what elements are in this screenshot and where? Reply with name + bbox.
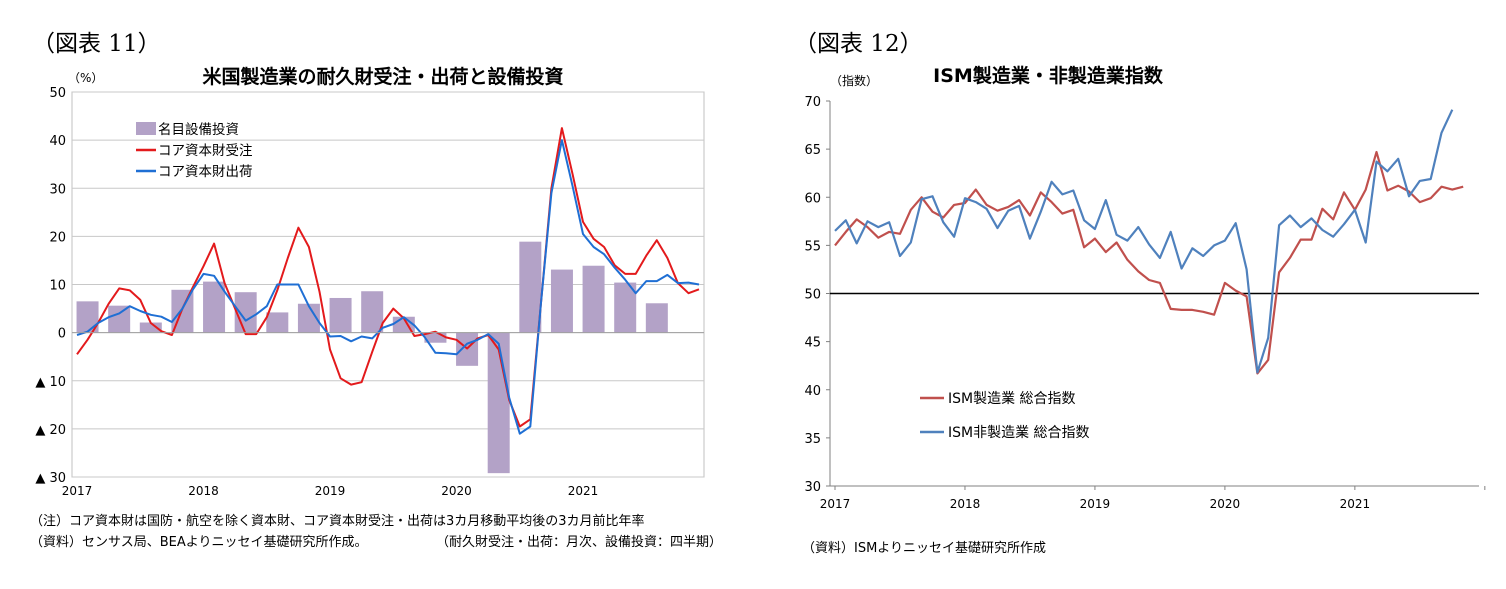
figure-12-panel: （図表 12） 70 65 60 55 50 45 40 35 30 2017 2018 2019 2… (780, 0, 1506, 589)
x-tick-label: 2021 (568, 484, 599, 498)
x-tick-label: 2017 (820, 497, 851, 511)
note-definition: （注）コア資本財は国防・航空を除く資本財、コア資本財受注・出荷は3カ月移動平均後… (30, 514, 645, 529)
y-tick-label: 10 (49, 279, 66, 294)
y-tick-label: 70 (804, 95, 821, 110)
x-tick-label: 2021 (1340, 497, 1371, 511)
x-tick-label: 2020 (1210, 497, 1241, 511)
legend-swatch-capex (136, 122, 156, 135)
x-tick-label: 2018 (188, 484, 219, 498)
bar-capex (519, 241, 542, 333)
line-orders (76, 127, 700, 428)
y-tick-label: 40 (804, 384, 821, 399)
y-tick-label: 0 (58, 327, 66, 342)
bar-capex (108, 305, 131, 333)
y-tick-label: 30 (49, 182, 66, 197)
y-tick-label: 20 (49, 230, 66, 245)
bar-capex (234, 292, 257, 333)
bar-capex (76, 301, 99, 333)
y-axis-tick-labels: 50 40 30 20 10 0 ▲ 10 ▲ 20 ▲ 30 (35, 86, 66, 486)
bar-capex (139, 322, 162, 333)
y-tick-label: 40 (49, 134, 66, 149)
bar-series-capex (76, 241, 668, 474)
legend-label-orders: コア資本財受注 (158, 143, 253, 159)
figure-11-label: （図表 11） (32, 31, 161, 57)
y-unit-label: （%） (68, 71, 103, 85)
x-axis-tick-labels: 2017 2018 2019 2020 2021 (62, 484, 599, 498)
chart-title: 米国製造業の耐久財受注・出荷と設備投資 (202, 65, 563, 88)
x-tick-label: 2019 (315, 484, 346, 498)
y-tick-label: ▲ 20 (35, 423, 66, 438)
line-series-group (834, 109, 1464, 375)
legend-label-shipments: コア資本財出荷 (158, 164, 253, 180)
bar-capex (297, 303, 320, 333)
legend-label-manufacturing: ISM製造業 総合指数 (948, 391, 1076, 407)
bar-capex (645, 303, 668, 333)
y-tick-label: 55 (804, 239, 821, 254)
bar-capex (361, 291, 384, 333)
legend: 名目設備投資 コア資本財受注 コア資本財出荷 (136, 122, 253, 180)
x-axis-tick-labels: 2017 2018 2019 2020 2021 (820, 486, 1486, 511)
bar-capex (582, 265, 605, 333)
y-tick-label: 50 (49, 86, 66, 101)
note-source: （資料）ISMよりニッセイ基礎研究所作成 (802, 541, 1047, 556)
y-tick-label: 30 (804, 480, 821, 495)
chart-durable-goods: 50 40 30 20 10 0 ▲ 10 ▲ 20 ▲ 30 2017 2018 2019 2020… (35, 65, 705, 498)
x-tick-label: 2017 (62, 484, 93, 498)
figure-11-panel: （図表 11） 50 40 30 20 10 0 ▲ 10 ▲ 20 ▲ 30 2017 2018… (30, 31, 723, 550)
line-shipments (76, 139, 700, 435)
y-tick-label: 50 (804, 288, 821, 303)
bar-capex (266, 312, 289, 333)
legend-label-capex: 名目設備投資 (158, 122, 239, 138)
legend: ISM製造業 総合指数 ISM非製造業 総合指数 (866, 384, 1116, 450)
y-tick-label: 45 (804, 336, 821, 351)
y-unit-label: （指数） (830, 73, 878, 88)
line-ism-manufacturing (834, 150, 1464, 375)
y-axis-tick-labels: 70 65 60 55 50 45 40 35 30 (804, 95, 830, 495)
legend-background (866, 384, 1116, 450)
y-tick-label: 65 (804, 143, 821, 158)
x-tick-label: 2020 (441, 484, 472, 498)
bar-capex (329, 297, 352, 333)
bar-capex (203, 281, 226, 333)
legend-label-non-manufacturing: ISM非製造業 総合指数 (948, 425, 1090, 441)
y-tick-label: ▲ 10 (35, 375, 66, 390)
bar-capex (424, 332, 447, 343)
line-series-group (76, 127, 700, 435)
chart-title: ISM製造業・非製造業指数 (933, 64, 1164, 87)
bar-capex (550, 269, 573, 333)
y-tick-label: ▲ 30 (35, 471, 66, 486)
note-source: （資料）センサス局、BEAよりニッセイ基礎研究所作成。 (30, 535, 368, 550)
x-tick-label: 2019 (1080, 497, 1111, 511)
line-ism-non-manufacturing (834, 109, 1454, 374)
y-tick-label: 35 (804, 432, 821, 447)
note-frequency: （耐久財受注・出荷：月次、設備投資：四半期） (436, 535, 723, 550)
figure-12-label: （図表 12） (794, 31, 923, 57)
x-tick-label: 2018 (950, 497, 981, 511)
bar-capex (614, 282, 637, 333)
y-tick-label: 60 (804, 191, 821, 206)
